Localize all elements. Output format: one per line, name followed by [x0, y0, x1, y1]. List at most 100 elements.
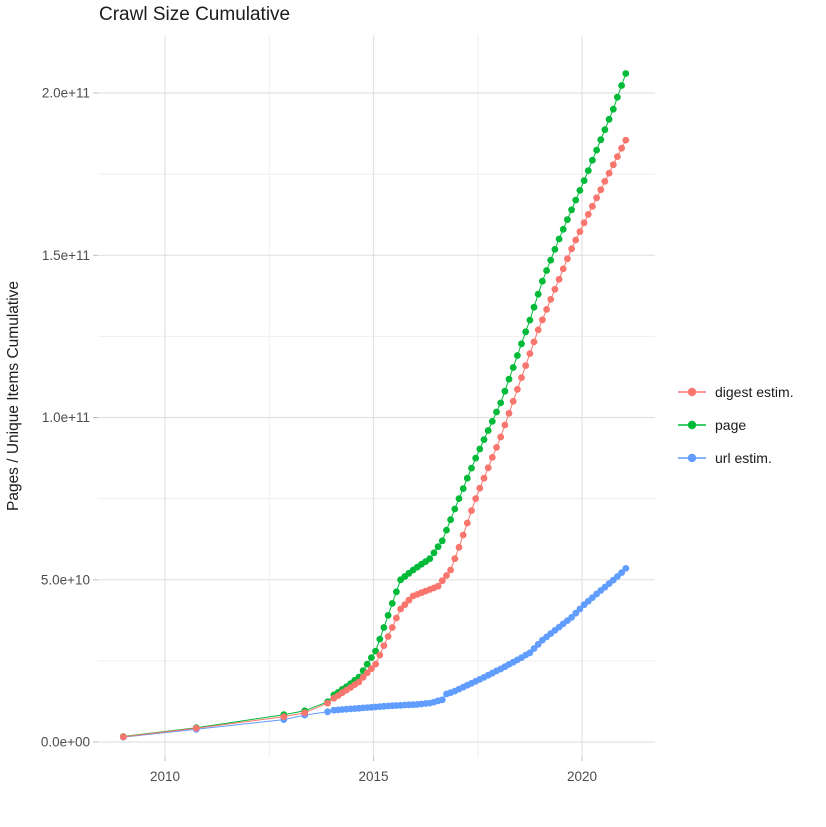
data-point-page — [376, 635, 384, 643]
data-point-page — [384, 612, 392, 619]
data-point-digest-estim — [559, 265, 567, 273]
data-point-digest-estim — [447, 566, 454, 574]
gridlines-major — [98, 35, 655, 757]
data-point-url-estim — [618, 569, 625, 576]
y-tick-label: 1.5e+11 — [42, 248, 90, 263]
data-point-digest-estim — [584, 211, 592, 218]
y-tick-label: 2.0e+11 — [42, 86, 90, 101]
data-point-digest-estim — [438, 577, 446, 585]
data-point-page — [530, 303, 538, 311]
data-point-digest-estim — [355, 678, 363, 686]
data-point-digest-estim — [480, 474, 488, 482]
data-point-digest-estim — [605, 169, 613, 177]
data-point-page — [522, 328, 530, 336]
data-point-url-estim — [324, 708, 331, 716]
data-point-digest-estim — [505, 409, 513, 417]
data-point-page — [484, 427, 492, 434]
data-point-digest-estim — [572, 236, 580, 244]
data-point-page — [480, 436, 488, 443]
data-point-page — [534, 290, 542, 298]
data-point-digest-estim — [551, 285, 559, 293]
data-point-page — [363, 660, 371, 668]
data-point-page — [472, 454, 480, 462]
data-point-page — [468, 464, 475, 472]
series-line-digest-estim — [123, 139, 627, 738]
data-point-page — [543, 267, 550, 274]
y-tick-label: 5.0e+10 — [41, 572, 90, 587]
data-point-digest-estim — [547, 296, 555, 303]
y-axis-tick-labels: 0.0e+00 5.0e+10 1.0e+11 1.5e+11 2.0e+11 — [41, 86, 90, 750]
data-point-digest-estim — [376, 651, 384, 659]
data-point-digest-estim — [384, 633, 392, 640]
data-point-digest-estim — [119, 733, 127, 741]
data-point-digest-estim — [539, 316, 546, 324]
data-point-page — [580, 177, 588, 185]
data-point-page — [593, 146, 600, 154]
data-point-digest-estim — [534, 326, 542, 334]
legend-item-url-estim: url estim. — [676, 450, 794, 466]
data-point-page — [555, 235, 563, 243]
x-tick-label: 2015 — [358, 769, 388, 784]
data-point-digest-estim — [401, 601, 409, 609]
data-point-digest-estim — [488, 454, 496, 461]
x-tick-label: 2020 — [567, 769, 597, 784]
data-point-digest-estim — [622, 136, 630, 144]
data-point-page — [589, 156, 596, 164]
data-point-page — [368, 654, 375, 661]
data-point-digest-estim — [455, 543, 463, 551]
data-point-digest-estim — [514, 385, 521, 393]
data-point-page — [493, 408, 500, 416]
data-point-digest-estim — [543, 306, 550, 313]
data-point-page — [526, 316, 534, 324]
data-point-digest-estim — [497, 433, 505, 441]
data-point-page — [463, 474, 471, 482]
data-point-url-estim — [534, 640, 542, 648]
data-point-digest-estim — [324, 699, 331, 707]
series-line-page — [123, 73, 627, 737]
data-point-url-estim — [576, 605, 584, 613]
legend-label: digest estim. — [715, 384, 794, 400]
data-point-digest-estim — [518, 374, 525, 381]
data-point-digest-estim — [393, 614, 400, 622]
data-point-digest-estim — [568, 245, 575, 253]
data-point-digest-estim — [526, 350, 534, 357]
data-point-digest-estim — [601, 177, 609, 185]
data-point-page — [447, 516, 454, 524]
x-tick-label: 2010 — [150, 769, 180, 784]
data-point-digest-estim — [359, 674, 367, 681]
data-point-page — [601, 126, 609, 134]
data-point-digest-estim — [192, 724, 200, 732]
data-point-digest-estim — [451, 555, 459, 563]
series-digest-estim — [119, 136, 630, 741]
data-point-digest-estim — [493, 444, 500, 451]
chart-title: Crawl Size Cumulative — [99, 4, 291, 25]
data-point-page — [618, 82, 625, 89]
data-point-page — [597, 136, 605, 144]
y-tick-label: 1.0e+11 — [42, 410, 90, 425]
data-point-digest-estim — [555, 275, 563, 283]
data-point-digest-estim — [380, 642, 388, 649]
series-page — [119, 70, 630, 740]
data-point-page — [609, 105, 617, 113]
data-point-url-estim — [438, 696, 446, 704]
data-point-digest-estim — [443, 572, 450, 579]
data-point-digest-estim — [280, 713, 288, 721]
data-point-digest-estim — [501, 421, 509, 429]
data-point-digest-estim — [434, 582, 442, 590]
legend-key-icon — [678, 420, 706, 430]
x-axis-tick-labels: 2010 2015 2020 — [150, 769, 597, 784]
data-point-page — [622, 70, 630, 77]
data-point-digest-estim — [618, 144, 625, 152]
data-point-digest-estim — [576, 228, 584, 236]
legend-item-page: page — [676, 417, 794, 433]
data-point-digest-estim — [459, 531, 467, 539]
data-point-page — [455, 495, 463, 502]
data-point-url-estim — [526, 649, 534, 657]
data-point-digest-estim — [397, 605, 404, 613]
data-point-page — [568, 206, 575, 214]
data-point-page — [518, 340, 525, 348]
data-point-page — [443, 526, 450, 534]
data-point-url-estim — [530, 645, 538, 652]
data-point-digest-estim — [388, 624, 396, 631]
data-point-page — [488, 418, 496, 425]
